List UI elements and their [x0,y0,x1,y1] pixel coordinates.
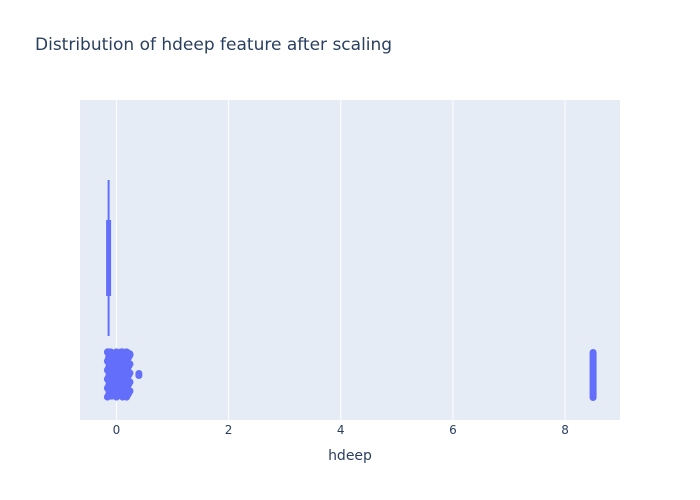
point [107,355,116,363]
box [106,220,112,296]
chart-title: Distribution of hdeep feature after scal… [35,35,392,55]
point [124,377,132,385]
point [135,370,143,379]
x-tick-label: 8 [561,423,569,437]
points-group [103,348,597,401]
point [105,348,113,356]
point [124,349,132,357]
x-tick-label: 4 [337,423,345,437]
point [589,349,597,401]
point [124,359,132,367]
point [107,392,116,400]
point [107,365,116,373]
x-tick-labels: 0 2 4 6 8 [113,423,569,437]
point [107,374,116,382]
box-group [106,180,112,336]
x-tick-label: 2 [225,423,233,437]
point [107,383,116,391]
x-tick-label: 0 [113,423,121,437]
x-tick-label: 6 [449,423,457,437]
x-axis-title: hdeep [328,448,372,464]
point [124,368,132,376]
plot-area [80,100,620,420]
point [124,386,132,394]
